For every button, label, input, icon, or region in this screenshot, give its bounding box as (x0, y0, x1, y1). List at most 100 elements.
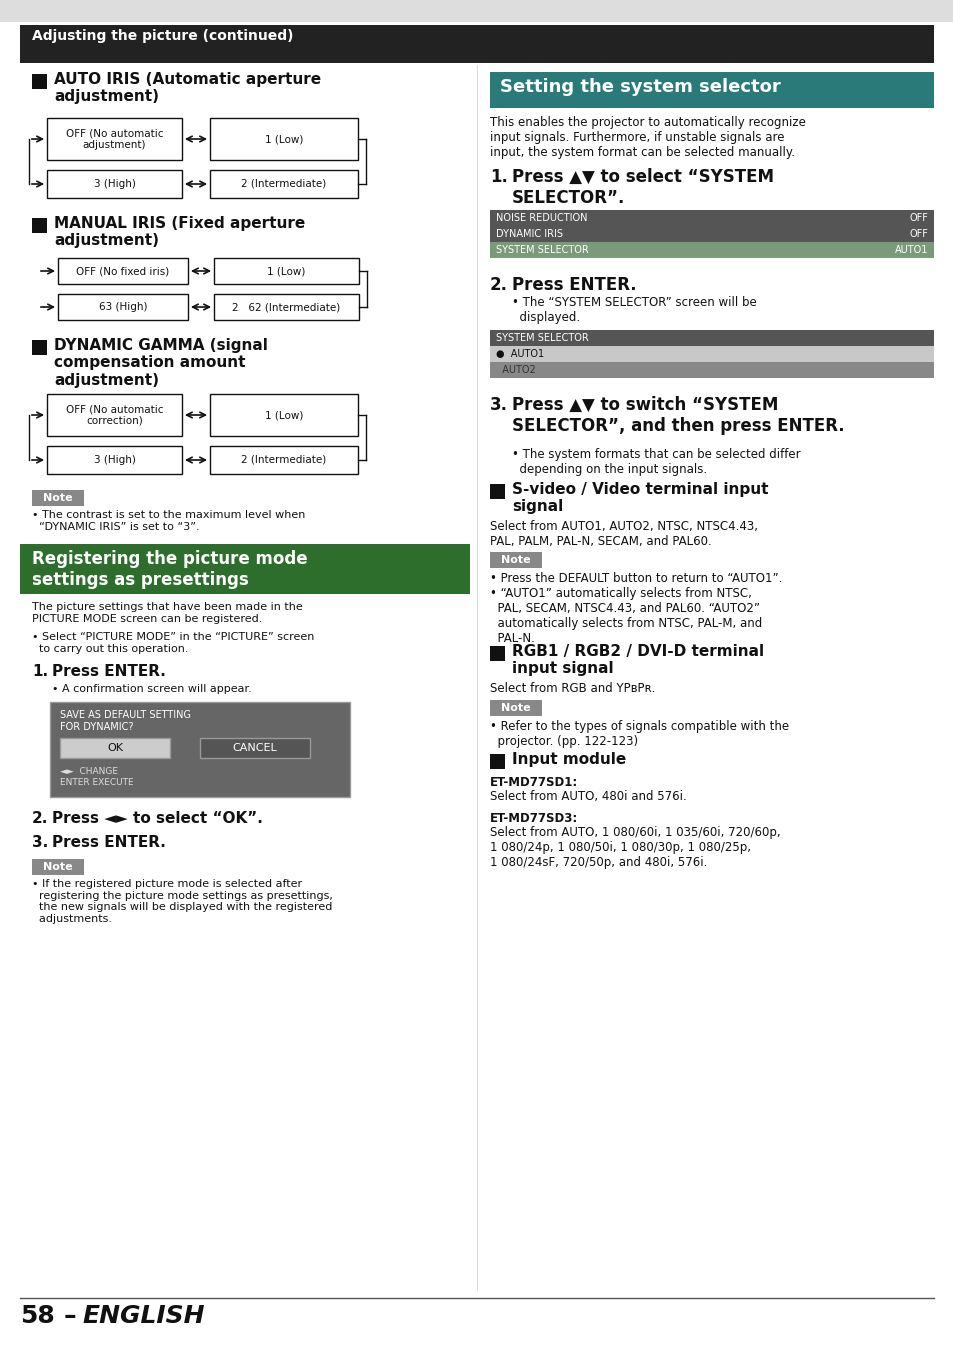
Text: Press ▲▼ to select “SYSTEM
SELECTOR”.: Press ▲▼ to select “SYSTEM SELECTOR”. (512, 167, 773, 207)
Text: 2.: 2. (32, 811, 49, 826)
Text: Setting the system selector: Setting the system selector (499, 78, 780, 96)
Text: • A confirmation screen will appear.: • A confirmation screen will appear. (52, 684, 252, 694)
Bar (50, 702, 350, 796)
Text: ◄►  CHANGE: ◄► CHANGE (60, 767, 118, 776)
Bar (490, 755, 504, 770)
Text: 2 (Intermediate): 2 (Intermediate) (241, 455, 326, 464)
Text: AUTO2: AUTO2 (496, 364, 536, 375)
Text: Note: Note (43, 493, 72, 504)
Bar (490, 485, 504, 500)
Text: ENTER EXECUTE: ENTER EXECUTE (60, 778, 133, 787)
Text: • The system formats that can be selected differ
  depending on the input signal: • The system formats that can be selecte… (512, 448, 800, 477)
Bar (47, 394, 182, 436)
Text: ET-MD77SD3:: ET-MD77SD3: (490, 811, 578, 825)
Text: Note: Note (500, 703, 530, 713)
Text: 3.: 3. (490, 396, 507, 414)
Text: 2.: 2. (490, 275, 507, 294)
Text: Select from AUTO1, AUTO2, NTSC, NTSC4.43,
PAL, PALM, PAL-N, SECAM, and PAL60.: Select from AUTO1, AUTO2, NTSC, NTSC4.43… (490, 520, 758, 548)
Bar (210, 117, 357, 161)
Text: The picture settings that have been made in the
PICTURE MODE screen can be regis: The picture settings that have been made… (32, 602, 302, 624)
Text: Adjusting the picture (continued): Adjusting the picture (continued) (32, 28, 294, 43)
Text: Press ▲▼ to switch “SYSTEM
SELECTOR”, and then press ENTER.: Press ▲▼ to switch “SYSTEM SELECTOR”, an… (512, 396, 843, 435)
Text: OFF (No automatic
adjustment): OFF (No automatic adjustment) (66, 128, 163, 150)
Text: Press ◄► to select “OK”.: Press ◄► to select “OK”. (52, 811, 263, 826)
Bar (47, 117, 182, 161)
Bar (490, 552, 541, 568)
Bar (60, 738, 170, 757)
Text: 1.: 1. (490, 167, 507, 186)
Bar (20, 26, 933, 63)
Text: Select from AUTO, 1 080/60i, 1 035/60i, 720/60p,
1 080/24p, 1 080/50i, 1 080/30p: Select from AUTO, 1 080/60i, 1 035/60i, … (490, 826, 780, 869)
Text: DYNAMIC GAMMA (signal
compensation amount
adjustment): DYNAMIC GAMMA (signal compensation amoun… (54, 338, 268, 387)
Text: Note: Note (43, 863, 72, 872)
Bar (490, 329, 933, 346)
Text: 1.: 1. (32, 664, 48, 679)
Text: • The “SYSTEM SELECTOR” screen will be
  displayed.: • The “SYSTEM SELECTOR” screen will be d… (512, 296, 756, 324)
Text: • Select “PICTURE MODE” in the “PICTURE” screen
  to carry out this operation.: • Select “PICTURE MODE” in the “PICTURE”… (32, 632, 314, 653)
Bar (32, 74, 47, 89)
Bar (490, 701, 541, 716)
Bar (490, 346, 933, 362)
Text: ENGLISH: ENGLISH (82, 1304, 204, 1328)
Bar (58, 258, 188, 284)
Text: • If the registered picture mode is selected after
  registering the picture mod: • If the registered picture mode is sele… (32, 879, 333, 923)
Text: Select from RGB and YPʙPʀ.: Select from RGB and YPʙPʀ. (490, 682, 655, 695)
Text: Press ENTER.: Press ENTER. (52, 664, 166, 679)
Text: 63 (High): 63 (High) (99, 302, 147, 312)
Text: • Press the DEFAULT button to return to “AUTO1”.
• “AUTO1” automatically selects: • Press the DEFAULT button to return to … (490, 572, 781, 645)
Bar (210, 446, 357, 474)
Bar (0, 0, 953, 22)
Text: OFF: OFF (908, 213, 927, 223)
Text: FOR DYNAMIC?: FOR DYNAMIC? (60, 722, 133, 732)
Text: 2 (Intermediate): 2 (Intermediate) (241, 180, 326, 189)
Text: 3.: 3. (32, 836, 49, 850)
Text: –: – (64, 1304, 85, 1328)
Text: DYNAMIC IRIS: DYNAMIC IRIS (496, 230, 562, 239)
Bar (490, 362, 933, 378)
Text: 1 (Low): 1 (Low) (265, 134, 303, 144)
Text: CANCEL: CANCEL (233, 743, 277, 753)
Bar (32, 490, 84, 506)
Text: ET-MD77SD1:: ET-MD77SD1: (490, 776, 578, 788)
Text: Press ENTER.: Press ENTER. (52, 836, 166, 850)
Text: ●  AUTO1: ● AUTO1 (496, 350, 543, 359)
Bar (20, 544, 470, 594)
Bar (200, 738, 310, 757)
Text: 3 (High): 3 (High) (93, 180, 135, 189)
Text: • Refer to the types of signals compatible with the
  projector. (pp. 122-123): • Refer to the types of signals compatib… (490, 720, 788, 748)
Text: AUTO IRIS (Automatic aperture
adjustment): AUTO IRIS (Automatic aperture adjustment… (54, 72, 321, 104)
Text: OK: OK (107, 743, 123, 753)
Bar (210, 170, 357, 198)
Bar (490, 72, 933, 108)
Bar (490, 242, 933, 258)
Text: AUTO1: AUTO1 (894, 244, 927, 255)
Text: OFF (No automatic
correction): OFF (No automatic correction) (66, 404, 163, 425)
Text: NOISE REDUCTION: NOISE REDUCTION (496, 213, 587, 223)
Text: RGB1 / RGB2 / DVI-D terminal
input signal: RGB1 / RGB2 / DVI-D terminal input signa… (512, 644, 763, 676)
Bar (47, 446, 182, 474)
Text: S-video / Video terminal input
signal: S-video / Video terminal input signal (512, 482, 768, 514)
Text: 3 (High): 3 (High) (93, 455, 135, 464)
Bar (58, 294, 188, 320)
Text: Registering the picture mode
settings as presettings: Registering the picture mode settings as… (32, 549, 307, 589)
Bar (490, 647, 504, 662)
Bar (32, 859, 84, 875)
Text: 2   62 (Intermediate): 2 62 (Intermediate) (233, 302, 340, 312)
Bar (213, 294, 358, 320)
Text: • The contrast is set to the maximum level when
  “DYNAMIC IRIS” is set to “3”.: • The contrast is set to the maximum lev… (32, 510, 305, 532)
Bar (210, 394, 357, 436)
Text: This enables the projector to automatically recognize
input signals. Furthermore: This enables the projector to automatica… (490, 116, 805, 159)
Text: 1 (Low): 1 (Low) (265, 410, 303, 420)
Bar (32, 340, 47, 355)
Text: Note: Note (500, 555, 530, 566)
Text: OFF: OFF (908, 230, 927, 239)
Bar (490, 225, 933, 242)
Text: OFF (No fixed iris): OFF (No fixed iris) (76, 266, 170, 275)
Text: 1 (Low): 1 (Low) (267, 266, 305, 275)
Text: SYSTEM SELECTOR: SYSTEM SELECTOR (496, 333, 588, 343)
Bar (47, 170, 182, 198)
Text: Select from AUTO, 480i and 576i.: Select from AUTO, 480i and 576i. (490, 790, 686, 803)
Text: MANUAL IRIS (Fixed aperture
adjustment): MANUAL IRIS (Fixed aperture adjustment) (54, 216, 305, 248)
Bar (490, 211, 933, 225)
Text: SAVE AS DEFAULT SETTING: SAVE AS DEFAULT SETTING (60, 710, 191, 720)
